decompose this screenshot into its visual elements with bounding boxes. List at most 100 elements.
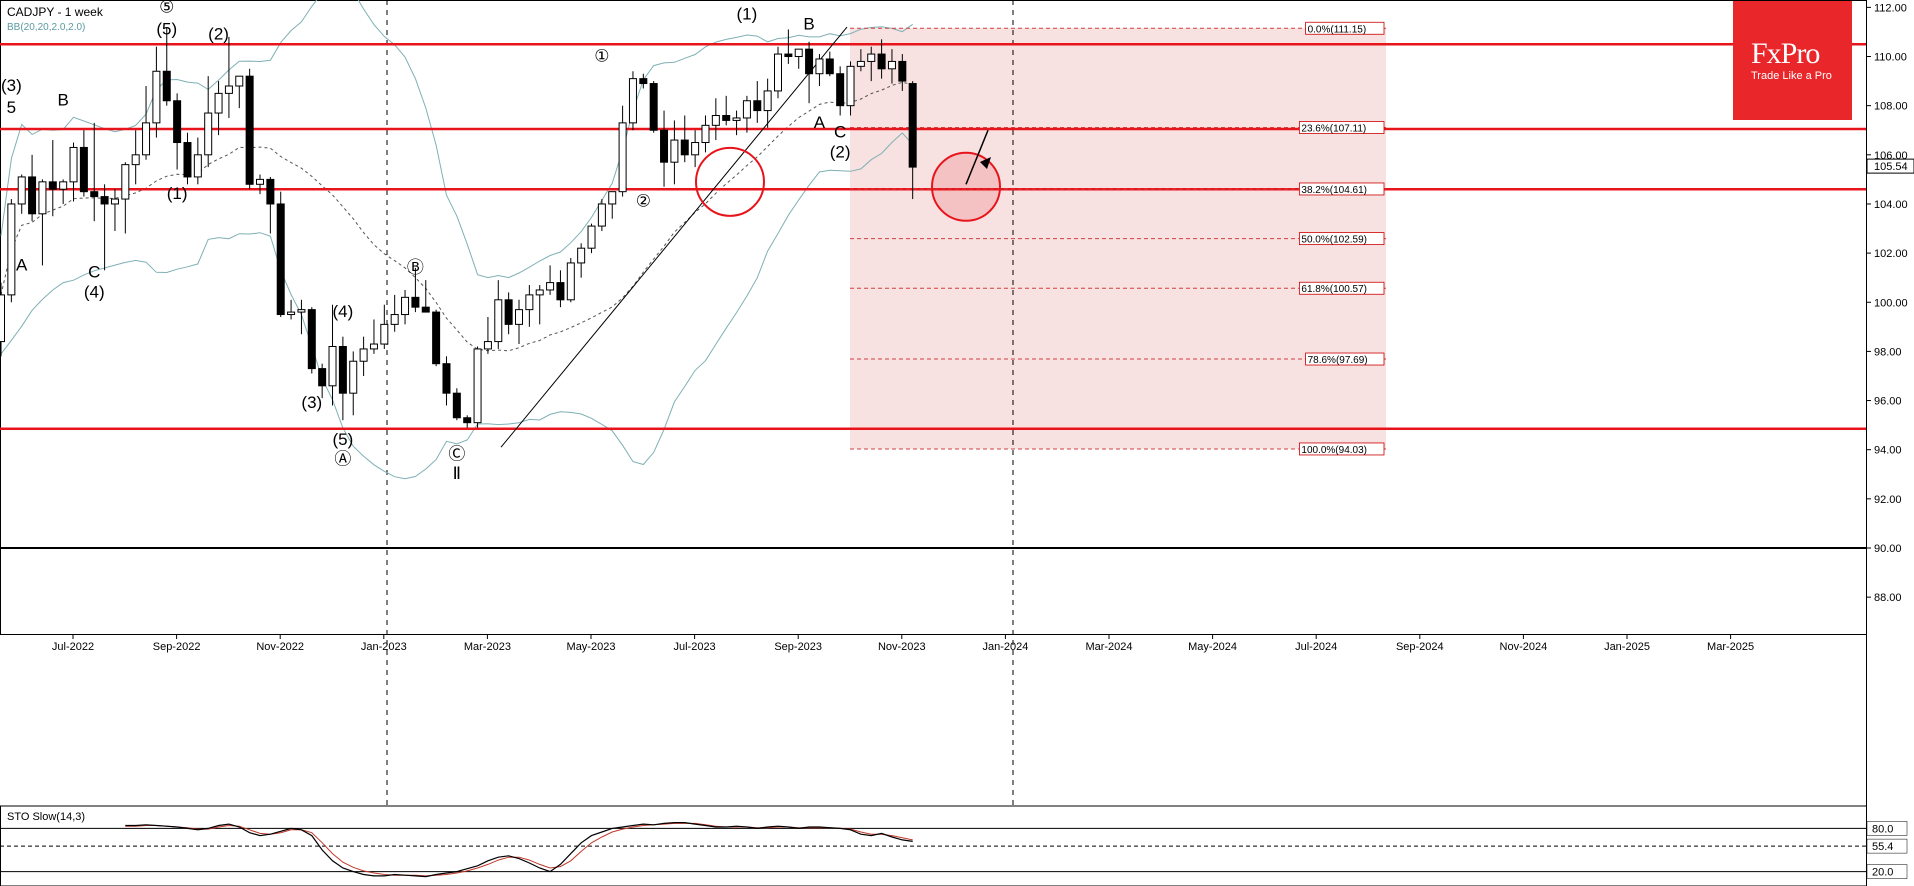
x-axis-tick-label: Mar-2023	[464, 641, 511, 653]
candle-up	[401, 296, 410, 316]
fibonacci-label-box	[1305, 352, 1385, 366]
candle-up	[867, 53, 876, 62]
candle-up	[235, 75, 244, 87]
candle-down	[805, 48, 814, 75]
x-axis-tick-label: Mar-2024	[1085, 641, 1132, 653]
wave-label: Ⓑ	[407, 258, 424, 277]
fibonacci-label-box	[1305, 21, 1385, 35]
candle-up	[794, 48, 803, 58]
candle-up	[515, 309, 523, 325]
fibonacci-label: 100.0%(94.03)	[1301, 445, 1367, 456]
fibonacci-label-box	[1299, 442, 1385, 456]
trendline	[500, 26, 848, 448]
wave-label: (4)	[84, 282, 105, 301]
candle-up	[701, 124, 710, 144]
candle-down	[556, 282, 565, 301]
candle-down	[463, 417, 472, 424]
x-axis-tick-label: Nov-2023	[878, 641, 926, 653]
y-axis-tick-label: 98.00	[1874, 346, 1902, 358]
wave-label: (4)	[332, 302, 353, 321]
candle-down	[79, 146, 88, 193]
stochastic-tick-label: 55.4	[1872, 841, 1893, 853]
candle-up	[628, 78, 637, 124]
candle-up	[380, 323, 389, 345]
candle-down	[649, 83, 658, 131]
candle-down	[504, 299, 513, 325]
wave-label: B	[803, 14, 814, 33]
candle-down	[753, 100, 762, 112]
wave-label: C	[88, 263, 100, 282]
candle-up	[204, 112, 213, 156]
candle-down	[877, 53, 886, 70]
candle-up	[142, 122, 151, 156]
candle-up	[359, 348, 368, 362]
fxpro-logo: FxPro Trade Like a Pro	[1733, 1, 1852, 120]
candle-up	[535, 289, 544, 296]
candle-down	[836, 73, 845, 107]
candle-down	[452, 392, 461, 419]
chart-title: CADJPY - 1 week	[7, 5, 104, 19]
wave-label: A	[814, 113, 826, 132]
candle-down	[183, 142, 192, 178]
wave-label: C	[834, 123, 846, 142]
candle-up	[152, 70, 161, 124]
candle-up	[887, 60, 896, 70]
wave-label: B	[57, 91, 68, 110]
candle-down	[162, 70, 171, 102]
fibonacci-label-box	[1299, 182, 1385, 196]
candle-up	[69, 146, 78, 183]
candle-up	[59, 181, 68, 190]
candle-down	[266, 178, 275, 205]
candle-up	[670, 139, 679, 163]
x-axis-tick-label: May-2024	[1188, 641, 1237, 653]
candle-down	[680, 139, 689, 156]
stochastic-k-line	[125, 822, 913, 878]
candle-down	[898, 60, 907, 82]
candle-up	[494, 299, 503, 343]
candle-up	[774, 53, 782, 92]
fibonacci-label: 23.6%(107.11)	[1301, 124, 1366, 135]
candle-up	[763, 90, 772, 112]
projection-arrow	[965, 129, 989, 185]
candle-down	[784, 53, 793, 58]
right-axis-background	[1866, 0, 1914, 886]
y-axis-tick-label: 96.00	[1874, 396, 1902, 408]
logo-name: FxPro	[1751, 37, 1820, 70]
candle-down	[307, 309, 316, 370]
x-axis-tick-label: Jul-2024	[1295, 641, 1337, 653]
candle-up	[224, 85, 233, 94]
x-axis-tick-label: Jan-2023	[361, 641, 407, 653]
fibonacci-label: 61.8%(100.57)	[1301, 284, 1367, 295]
current-price-label: 105.54	[1874, 161, 1908, 173]
wave-label: A	[16, 255, 28, 274]
candle-up	[608, 191, 617, 205]
candle-up	[214, 92, 223, 114]
x-axis-tick-label: Nov-2024	[1500, 641, 1548, 653]
candle-up	[0, 294, 5, 343]
wave-label: (1)	[737, 5, 758, 24]
wave-label: (3)	[301, 393, 322, 412]
candle-up	[566, 262, 575, 301]
candle-down	[442, 363, 451, 394]
candle-down	[825, 58, 834, 75]
candle-up	[846, 65, 855, 107]
fibonacci-label: 38.2%(104.61)	[1301, 185, 1367, 196]
x-axis-tick-label: Jan-2025	[1604, 641, 1650, 653]
candle-up	[256, 178, 264, 185]
candle-down	[100, 196, 109, 205]
candle-up	[390, 314, 399, 325]
x-axis-tick-label: Jul-2023	[673, 641, 715, 653]
candle-up	[815, 58, 824, 75]
candle-up	[691, 142, 700, 156]
arrow-head	[980, 157, 991, 169]
wave-label: (2)	[208, 24, 229, 43]
y-axis-tick-label: 110.00	[1874, 52, 1907, 64]
stochastic-tick-label: 80.0	[1872, 823, 1893, 835]
logo-tagline: Trade Like a Pro	[1751, 70, 1832, 82]
candle-up	[732, 117, 741, 121]
fibonacci-label: 0.0%(111.15)	[1308, 24, 1367, 35]
candle-down	[28, 176, 37, 215]
candle-up	[587, 225, 596, 249]
candle-up	[349, 360, 358, 394]
